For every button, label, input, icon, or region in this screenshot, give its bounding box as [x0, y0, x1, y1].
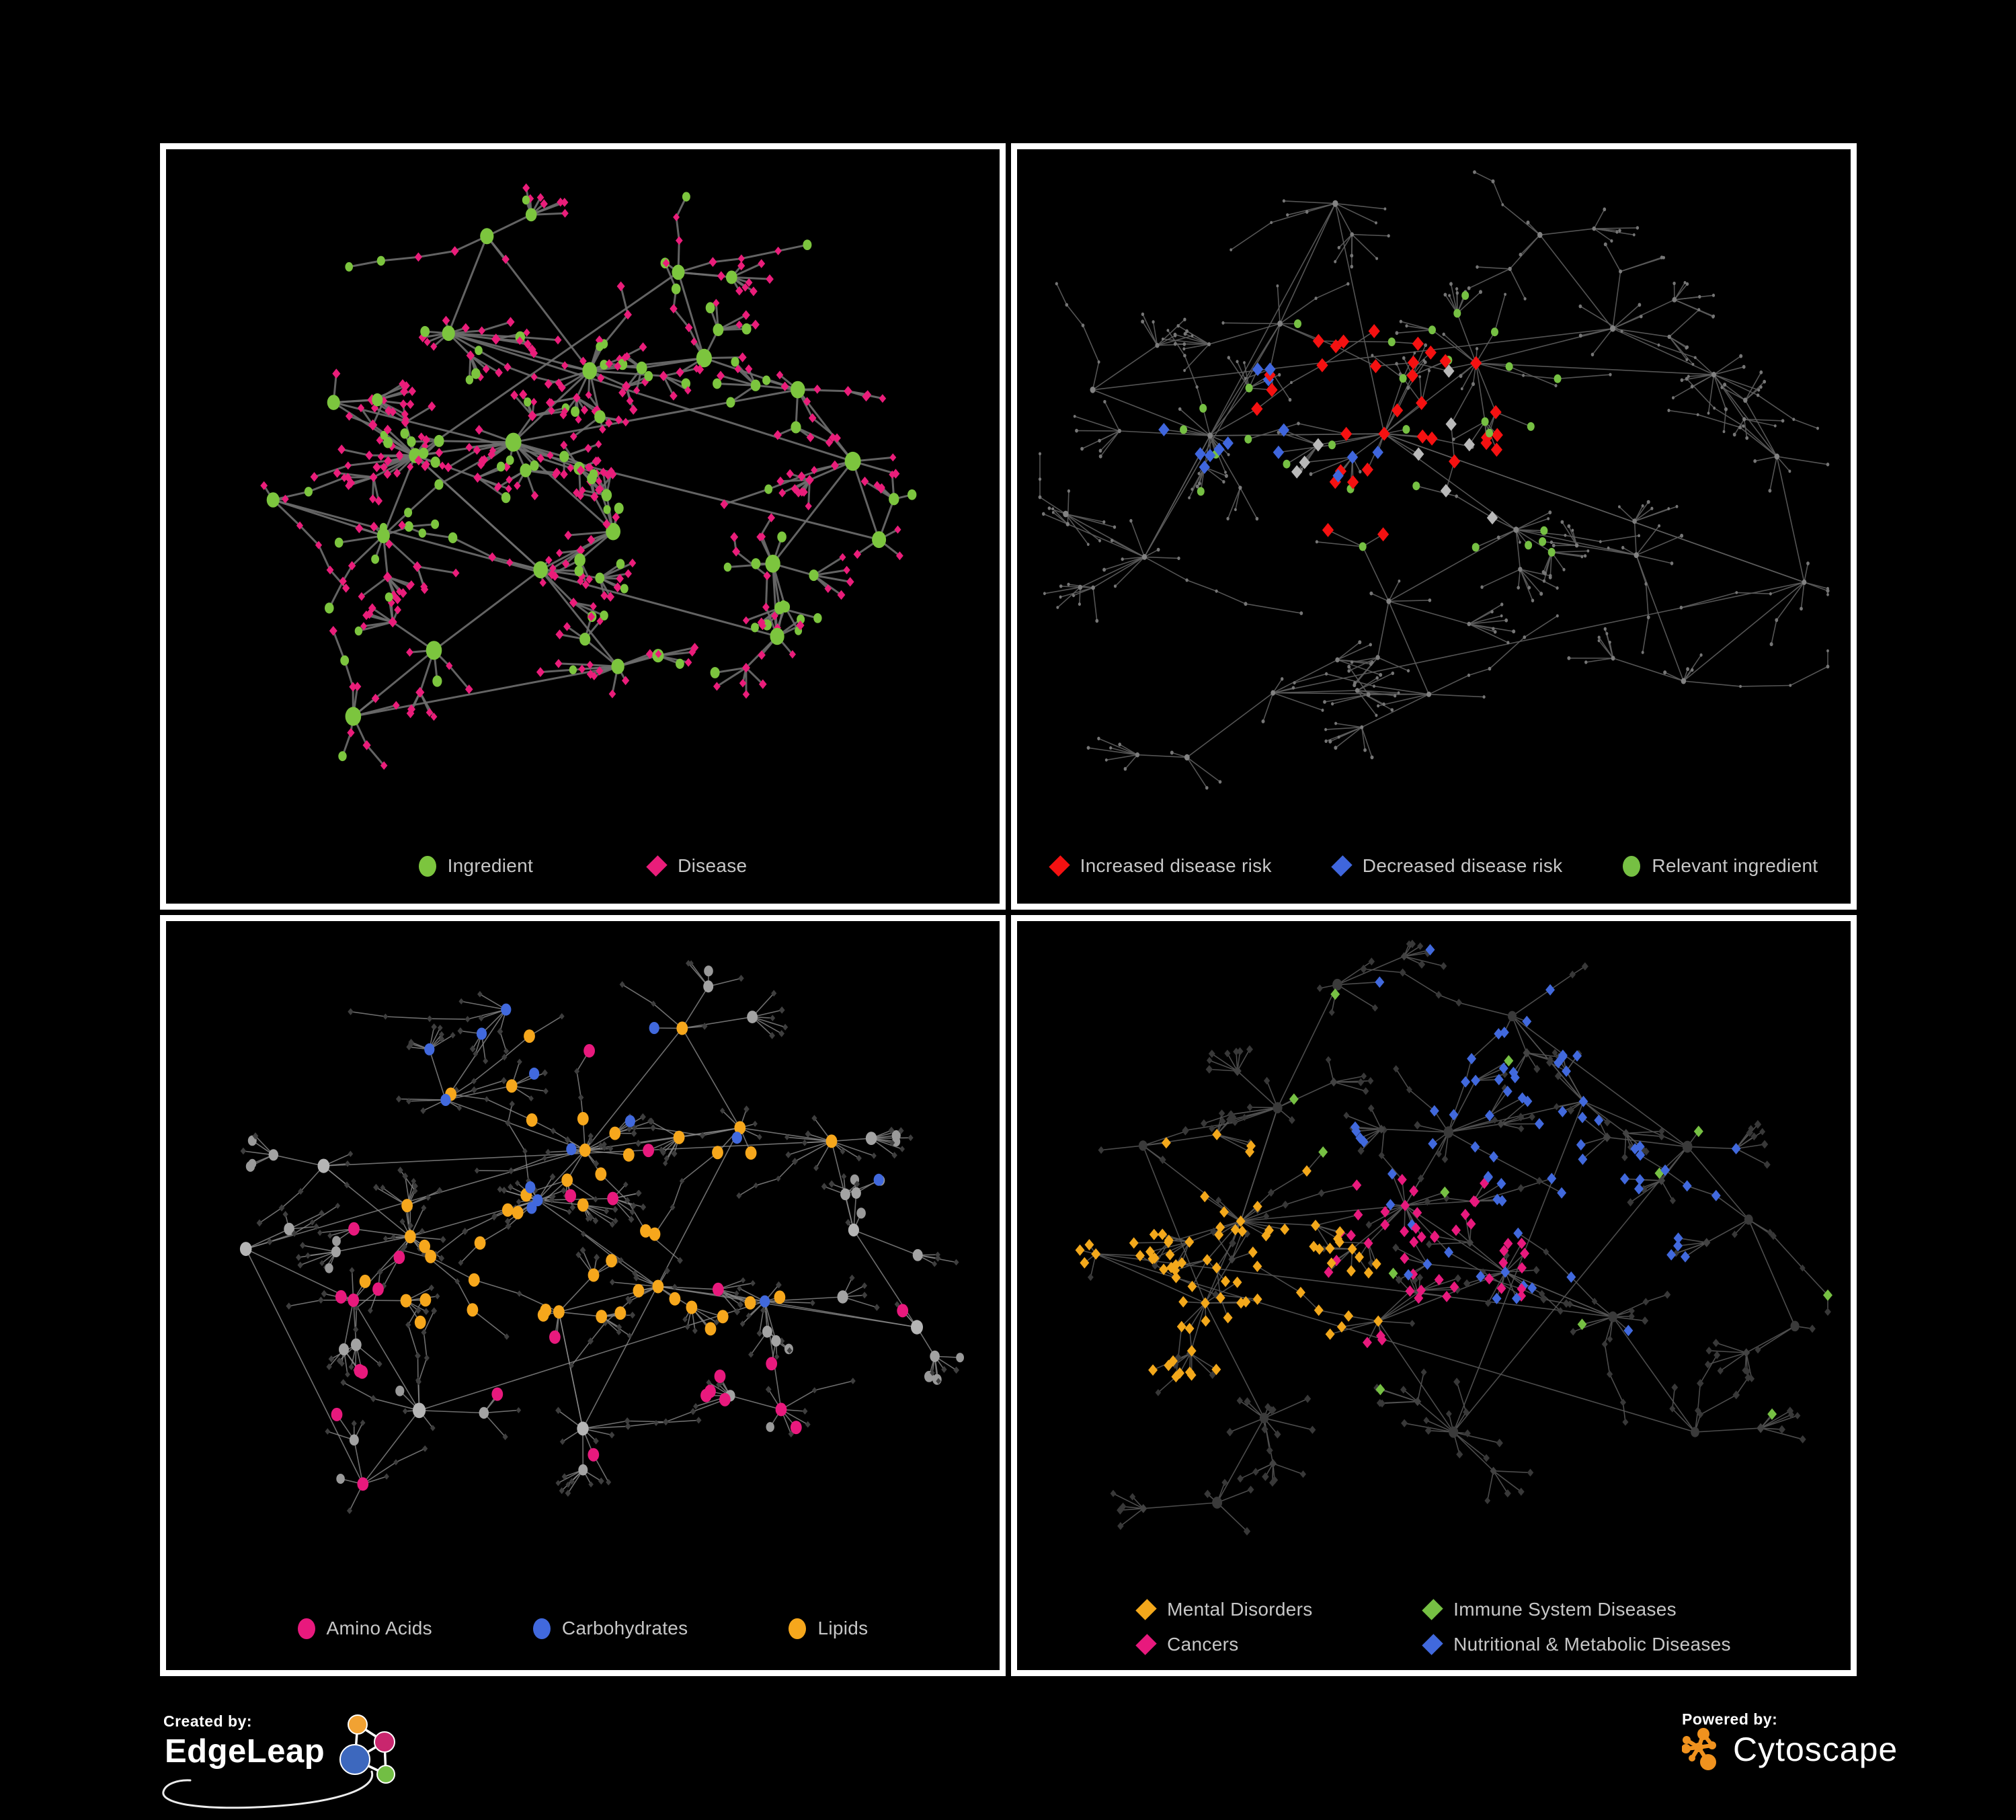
- legend-label: Immune System Diseases: [1453, 1599, 1677, 1620]
- disease-marker-icon: [646, 855, 668, 877]
- lipids-marker-icon: [789, 1618, 807, 1639]
- immune-system-diseases-marker-icon: [1422, 1599, 1443, 1620]
- legend-label: Nutritional & Metabolic Diseases: [1453, 1634, 1731, 1655]
- nutritional-metabolic-diseases-marker-icon: [1422, 1634, 1443, 1655]
- panel-nutrient-classes: Amino Acids Carbohydrates Lipids: [160, 915, 1006, 1676]
- legend-label: Increased disease risk: [1080, 855, 1272, 876]
- edgeleap-wordmark: EdgeLeap: [165, 1733, 325, 1770]
- panel-ingredient-disease: Ingredient Disease: [160, 143, 1006, 910]
- legend-ingredient-disease: Ingredient Disease: [166, 855, 1000, 877]
- legend-label: Carbohydrates: [561, 1618, 688, 1638]
- legend-label: Lipids: [817, 1618, 869, 1638]
- legend-label: Mental Disorders: [1167, 1599, 1313, 1620]
- created-by-label: Created by:: [163, 1712, 253, 1730]
- legend-item-relevant-ingredient: Relevant ingredient: [1623, 855, 1818, 877]
- cytoscape-wordmark: Cytoscape: [1733, 1731, 1898, 1768]
- legend-item-nutritional-metabolic-diseases: Nutritional & Metabolic Diseases: [1422, 1634, 1731, 1655]
- network-graph-disease-classes: [1075, 939, 1832, 1536]
- powered-by-label: Powered by:: [1682, 1710, 1778, 1728]
- cytoscape-logo-icon: [1682, 1728, 1716, 1770]
- ingredient-marker-icon: [418, 855, 436, 877]
- network-graph-nutrient-classes: [239, 959, 964, 1514]
- cancers-marker-icon: [1135, 1634, 1157, 1655]
- legend-disease-risk: Increased disease risk Decreased disease…: [1017, 855, 1851, 877]
- legend-item-decreased-risk: Decreased disease risk: [1331, 855, 1563, 877]
- network-graph-disease-risk: [1038, 170, 1830, 790]
- legend-label: Decreased disease risk: [1362, 855, 1563, 876]
- legend-label: Amino Acids: [326, 1618, 432, 1638]
- network-graph-ingredient-disease: [260, 183, 917, 770]
- legend-item-increased-risk: Increased disease risk: [1048, 855, 1272, 877]
- edgeleap-logo-icon: [339, 1714, 395, 1784]
- mental-disorders-marker-icon: [1135, 1599, 1157, 1620]
- legend-label: Relevant ingredient: [1652, 855, 1818, 876]
- increased-risk-marker-icon: [1048, 855, 1070, 877]
- decreased-risk-marker-icon: [1331, 855, 1353, 877]
- legend-disease-classes: Mental Disorders Immune System Diseases …: [1017, 1599, 1851, 1655]
- edgeleap-swoosh-icon: [162, 1770, 374, 1809]
- legend-label: Cancers: [1167, 1634, 1239, 1655]
- cytoscape-credit: Powered by: Cytos: [1682, 1710, 1964, 1818]
- legend-item-cancers: Cancers: [1135, 1634, 1385, 1655]
- legend-label: Ingredient: [447, 855, 534, 876]
- legend-item-ingredient: Ingredient: [418, 855, 534, 877]
- legend-item-mental-disorders: Mental Disorders: [1135, 1599, 1385, 1620]
- legend-label: Disease: [678, 855, 748, 876]
- legend-item-immune-system-diseases: Immune System Diseases: [1422, 1599, 1731, 1620]
- edgeleap-credit: Created by: EdgeLeap: [162, 1712, 419, 1820]
- relevant-ingredient-marker-icon: [1623, 855, 1641, 877]
- legend-nutrient-classes: Amino Acids Carbohydrates Lipids: [166, 1618, 1000, 1639]
- legend-item-lipids: Lipids: [789, 1618, 868, 1639]
- carbohydrates-marker-icon: [532, 1618, 551, 1639]
- legend-item-disease: Disease: [646, 855, 748, 877]
- panel-disease-risk: Increased disease risk Decreased disease…: [1011, 143, 1857, 910]
- cytoscape-logo-row: Cytoscape: [1682, 1728, 1898, 1771]
- legend-item-amino-acids: Amino Acids: [297, 1618, 432, 1639]
- amino-acids-marker-icon: [297, 1618, 315, 1639]
- panel-disease-classes: Mental Disorders Immune System Diseases …: [1011, 915, 1857, 1676]
- legend-item-carbohydrates: Carbohydrates: [532, 1618, 688, 1639]
